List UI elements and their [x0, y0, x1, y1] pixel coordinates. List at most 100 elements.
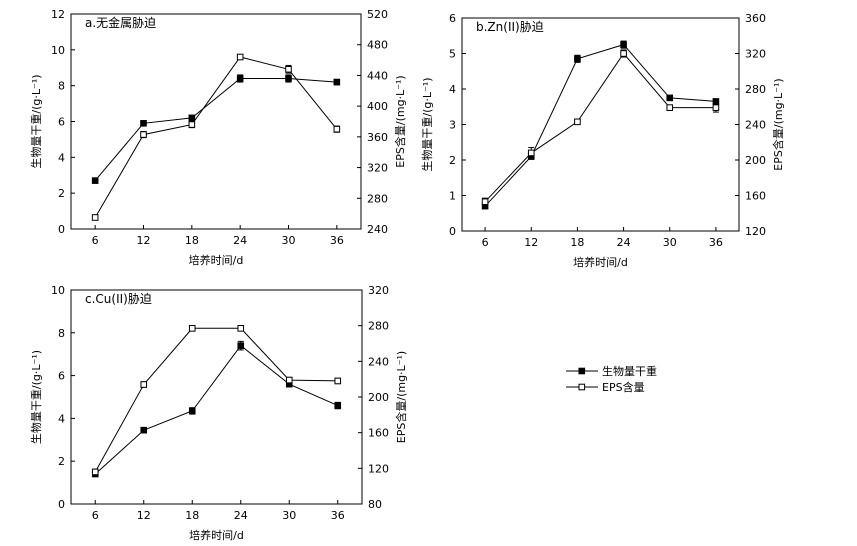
- eps-point: [285, 65, 292, 73]
- eps-point: [91, 214, 99, 221]
- biomass-point: [333, 78, 341, 86]
- left-tick-label: 2: [58, 455, 65, 468]
- plot-frame: [70, 13, 362, 230]
- eps-point: [574, 118, 581, 126]
- left-tick-label: 4: [58, 412, 65, 425]
- right-y-axis-label: EPS含量/(mg·L⁻¹): [393, 75, 407, 167]
- left-tick-label: 3: [449, 119, 456, 132]
- legend-label: 生物量干重: [602, 364, 657, 378]
- biomass-point: [236, 75, 244, 82]
- left-tick-label: 2: [449, 154, 456, 167]
- left-tick-label: 4: [58, 151, 65, 164]
- series-line-biomass: [484, 44, 716, 207]
- x-tick-label: 36: [330, 234, 344, 247]
- x-tick-label: 12: [137, 234, 151, 247]
- left-tick-label: 0: [449, 225, 456, 238]
- legend: 生物量干重 EPS含量: [566, 364, 657, 394]
- series-line-eps: [94, 56, 338, 218]
- eps-point: [333, 125, 341, 133]
- eps-point: [285, 376, 293, 384]
- left-tick-label: 1: [449, 190, 456, 203]
- right-tick-label: 280: [745, 83, 766, 96]
- right-tick-label: 160: [368, 427, 389, 440]
- eps-point: [527, 149, 535, 157]
- legend-marker-filled: [578, 367, 586, 375]
- x-tick-label: 36: [331, 509, 345, 522]
- left-tick-label: 4: [449, 83, 456, 96]
- panel-title: c.Cu(II)胁迫: [85, 291, 152, 306]
- biomass-point: [574, 55, 581, 63]
- panel-title: a.无金属胁迫: [85, 15, 156, 30]
- left-tick-label: 0: [58, 498, 65, 511]
- right-tick-label: 360: [745, 12, 766, 25]
- right-tick-label: 520: [367, 8, 388, 21]
- x-tick-label: 30: [282, 234, 296, 247]
- left-y-axis-label: 生物量干重/(g·L⁻¹): [420, 77, 434, 171]
- right-tick-label: 240: [745, 119, 766, 132]
- biomass-point: [237, 342, 245, 349]
- left-tick-label: 8: [58, 80, 65, 93]
- eps-point: [188, 325, 196, 332]
- series-line-biomass: [94, 344, 339, 475]
- left-y-axis-label: 生物量干重/(g·L⁻¹): [29, 350, 43, 444]
- panel-title: b.Zn(II)胁迫: [476, 19, 544, 34]
- left-tick-label: 10: [51, 284, 65, 297]
- eps-point: [481, 198, 489, 206]
- right-tick-label: 80: [368, 498, 382, 511]
- x-tick-label: 18: [185, 509, 199, 522]
- eps-point: [188, 121, 196, 128]
- x-tick-label: 12: [524, 236, 538, 249]
- right-tick-label: 120: [368, 462, 389, 475]
- x-tick-label: 30: [282, 509, 296, 522]
- right-tick-label: 320: [368, 284, 389, 297]
- x-tick-label: 24: [617, 236, 631, 249]
- x-tick-label: 24: [234, 509, 248, 522]
- x-tick-label: 6: [482, 236, 489, 249]
- biomass-point: [140, 426, 148, 434]
- biomass-point: [188, 114, 196, 122]
- eps-point: [620, 50, 627, 57]
- left-tick-label: 6: [449, 12, 456, 25]
- legend-label: EPS含量: [602, 380, 645, 394]
- eps-point: [91, 468, 99, 476]
- left-tick-label: 2: [58, 187, 65, 200]
- left-tick-label: 6: [58, 370, 65, 383]
- left-y-axis-label: 生物量干重/(g·L⁻¹): [29, 74, 43, 168]
- right-tick-label: 320: [745, 48, 766, 61]
- eps-point: [334, 377, 342, 385]
- biomass-point: [666, 94, 674, 102]
- right-tick-label: 400: [367, 100, 388, 113]
- left-tick-label: 10: [51, 44, 65, 57]
- right-tick-label: 440: [367, 69, 388, 82]
- right-tick-label: 160: [745, 190, 766, 203]
- right-tick-label: 320: [367, 162, 388, 175]
- right-tick-label: 280: [368, 320, 389, 333]
- eps-point: [140, 131, 147, 138]
- x-axis-label: 培养时间/d: [573, 255, 628, 269]
- eps-point: [666, 104, 674, 111]
- left-tick-label: 0: [58, 223, 65, 236]
- x-tick-label: 30: [663, 236, 677, 249]
- x-axis-label: 培养时间/d: [189, 528, 244, 542]
- x-tick-label: 6: [92, 509, 99, 522]
- biomass-point: [188, 407, 196, 415]
- left-tick-label: 5: [449, 48, 456, 61]
- right-tick-label: 120: [745, 225, 766, 238]
- right-tick-label: 360: [367, 131, 388, 144]
- x-tick-label: 12: [137, 509, 151, 522]
- biomass-point: [91, 177, 99, 184]
- biomass-point: [285, 75, 292, 82]
- left-tick-label: 8: [58, 327, 65, 340]
- x-tick-label: 36: [709, 236, 723, 249]
- left-tick-label: 12: [51, 8, 65, 21]
- right-tick-label: 200: [745, 154, 766, 167]
- x-tick-label: 24: [233, 234, 247, 247]
- plot-frame: [461, 17, 740, 232]
- legend-marker-open: [578, 383, 586, 391]
- right-tick-label: 480: [367, 39, 388, 52]
- right-tick-label: 280: [367, 192, 388, 205]
- right-tick-label: 240: [368, 355, 389, 368]
- x-tick-label: 18: [185, 234, 199, 247]
